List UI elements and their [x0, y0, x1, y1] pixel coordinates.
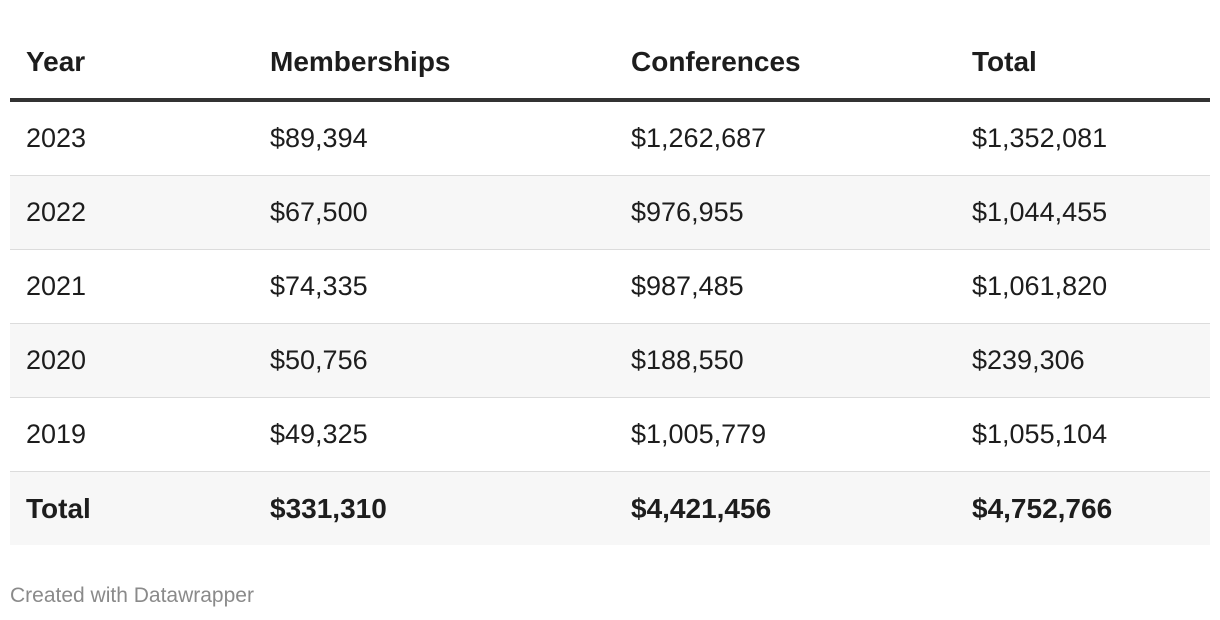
cell-memberships: $49,325 — [254, 397, 615, 472]
cell-memberships: $74,335 — [254, 249, 615, 324]
total-memberships: $331,310 — [254, 471, 615, 545]
cell-total: $1,352,081 — [956, 100, 1210, 176]
cell-total: $239,306 — [956, 323, 1210, 398]
column-header-total[interactable]: Total — [956, 26, 1210, 102]
cell-total: $1,044,455 — [956, 175, 1210, 250]
cell-memberships: $89,394 — [254, 100, 615, 176]
column-header-year[interactable]: Year — [10, 26, 254, 102]
cell-year: 2021 — [10, 249, 254, 324]
cell-year: 2023 — [10, 100, 254, 176]
cell-year: 2022 — [10, 175, 254, 250]
cell-conferences: $987,485 — [615, 249, 956, 324]
table-row: 2023 $89,394 $1,262,687 $1,352,081 — [10, 100, 1210, 176]
header-row: Year Memberships Conferences Total — [10, 26, 1210, 102]
data-table-container: Year Memberships Conferences Total 2023 … — [10, 26, 1210, 545]
column-header-memberships[interactable]: Memberships — [254, 26, 615, 102]
cell-conferences: $976,955 — [615, 175, 956, 250]
table-row: 2022 $67,500 $976,955 $1,044,455 — [10, 175, 1210, 250]
cell-year: 2019 — [10, 397, 254, 472]
cell-conferences: $188,550 — [615, 323, 956, 398]
footer-credit: Created with Datawrapper — [10, 584, 254, 607]
cell-memberships: $50,756 — [254, 323, 615, 398]
cell-conferences: $1,005,779 — [615, 397, 956, 472]
total-label: Total — [10, 471, 254, 545]
table-row: 2020 $50,756 $188,550 $239,306 — [10, 323, 1210, 398]
total-row: Total $331,310 $4,421,456 $4,752,766 — [10, 471, 1210, 545]
table-row: 2019 $49,325 $1,005,779 $1,055,104 — [10, 397, 1210, 472]
table-header: Year Memberships Conferences Total — [10, 26, 1210, 102]
cell-conferences: $1,262,687 — [615, 100, 956, 176]
column-header-conferences[interactable]: Conferences — [615, 26, 956, 102]
data-table: Year Memberships Conferences Total 2023 … — [10, 26, 1210, 545]
cell-memberships: $67,500 — [254, 175, 615, 250]
cell-total: $1,061,820 — [956, 249, 1210, 324]
table-row: 2021 $74,335 $987,485 $1,061,820 — [10, 249, 1210, 324]
table-body: 2023 $89,394 $1,262,687 $1,352,081 2022 … — [10, 100, 1210, 545]
cell-total: $1,055,104 — [956, 397, 1210, 472]
cell-year: 2020 — [10, 323, 254, 398]
total-grand: $4,752,766 — [956, 471, 1210, 545]
total-conferences: $4,421,456 — [615, 471, 956, 545]
